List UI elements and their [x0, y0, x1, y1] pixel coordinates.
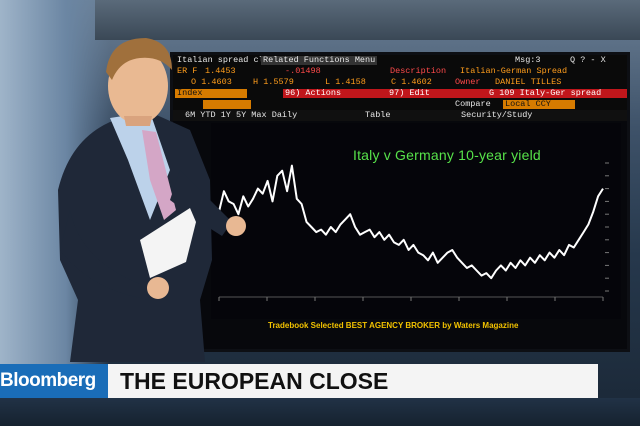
- presenter-hand: [226, 216, 246, 236]
- description-label: Description: [390, 66, 447, 76]
- presenter-arm: [170, 170, 232, 236]
- menu-label[interactable]: Italian spread close: [177, 55, 280, 65]
- owner-label: Owner: [455, 77, 481, 87]
- edit-button[interactable]: 97) Edit: [387, 89, 487, 98]
- presenter-neck: [124, 116, 152, 126]
- window-controls-icon[interactable]: Q ? - X: [570, 55, 606, 65]
- terminal-actions-row: Index 96) Actions 97) Edit G 109 Italy-G…: [173, 88, 627, 99]
- terminal-menu-row: Italian spread close Related Functions M…: [173, 55, 627, 66]
- index-field[interactable]: Index: [175, 89, 247, 98]
- compare-button[interactable]: Compare: [455, 99, 491, 109]
- bloomberg-logo: Bloomberg: [0, 370, 96, 391]
- spread-selector[interactable]: G 109 Italy-Ger spread: [487, 89, 627, 98]
- owner-value: DANIEL TILLES: [495, 77, 562, 87]
- last-value: 1.4453: [205, 66, 236, 76]
- lower-third-headline: THE EUROPEAN CLOSE: [108, 364, 598, 398]
- terminal-quote-row: ER F 1.4453 -.01498 Description Italian-…: [173, 66, 627, 77]
- presenter-hair: [106, 38, 172, 80]
- period-buttons[interactable]: 6M YTD 1Y 5Y Max Daily: [185, 110, 298, 120]
- y-axis-ticks: [605, 162, 609, 292]
- related-functions-menu[interactable]: Related Functions Menu: [261, 55, 378, 65]
- description-value: Italian-German Spread: [460, 66, 568, 76]
- studio-ceiling: [95, 0, 640, 40]
- local-currency-field[interactable]: Local CCY: [503, 100, 575, 109]
- show-title: THE EUROPEAN CLOSE: [120, 368, 389, 394]
- table-button[interactable]: Table: [365, 110, 391, 120]
- tradebook-ticker: Tradebook Selected BEST AGENCY BROKER by…: [268, 321, 519, 330]
- date-range-field[interactable]: [203, 100, 251, 109]
- security-study-button[interactable]: Security/Study: [461, 110, 533, 120]
- studio-floor: [0, 398, 640, 426]
- presenter-left-arm: [60, 210, 150, 300]
- presenter-left-hand: [147, 277, 169, 299]
- chart-title: Italy v Germany 10-year yield: [353, 147, 541, 163]
- terminal-compare-row: Compare Local CCY: [173, 99, 627, 110]
- open-value: O 1.4603: [191, 77, 232, 87]
- yield-spread-line: [218, 164, 604, 280]
- change-value: -.01498: [285, 66, 321, 76]
- low-value: L 1.4158: [325, 77, 366, 87]
- presenter-head: [108, 48, 168, 124]
- bloomberg-brand-block: Bloomberg: [0, 364, 108, 398]
- message-count[interactable]: Msg:3: [515, 55, 541, 65]
- field-label: ER F: [177, 66, 198, 76]
- close-value: C 1.4602: [391, 77, 432, 87]
- presenter-tie: [142, 130, 176, 220]
- terminal-ohlc-row: O 1.4603 H 1.5579 L 1.4158 C 1.4602 Owne…: [173, 77, 627, 88]
- paper-sheet: [140, 208, 196, 278]
- high-value: H 1.5579: [253, 77, 294, 87]
- actions-button[interactable]: 96) Actions: [283, 89, 387, 98]
- spread-line-chart: [211, 123, 621, 319]
- terminal-period-row: 6M YTD 1Y 5Y Max Daily Table Security/St…: [173, 110, 627, 121]
- presenter-suit: [58, 112, 212, 362]
- bloomberg-terminal-screen: Italian spread close Related Functions M…: [170, 52, 630, 352]
- x-axis-ticks: [218, 297, 604, 301]
